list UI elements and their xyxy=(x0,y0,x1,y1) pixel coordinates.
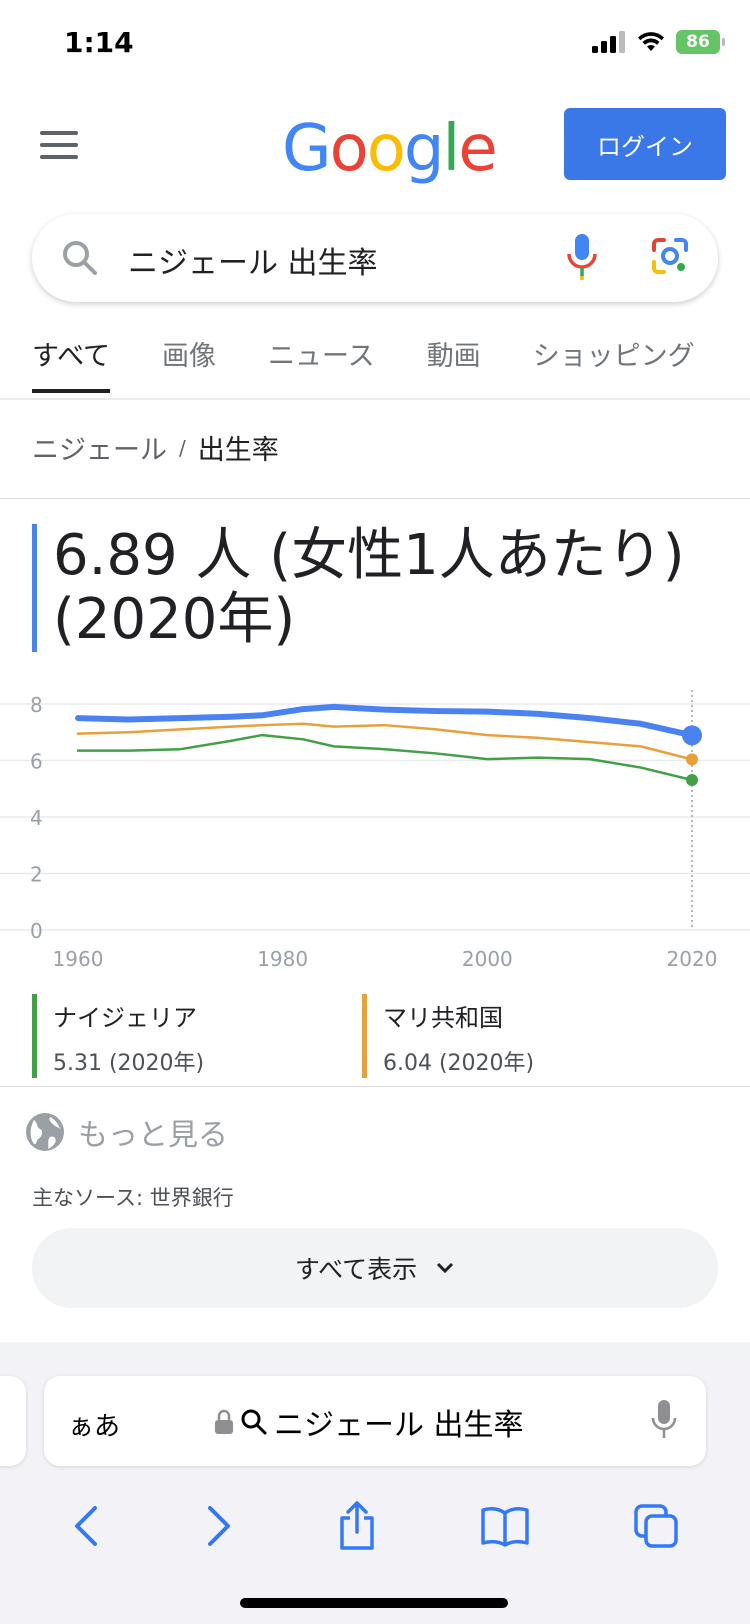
x-tick-label: 2000 xyxy=(462,947,513,971)
url-field[interactable]: ニジェール 出生率 xyxy=(214,1400,524,1444)
tabs-divider xyxy=(0,398,750,400)
legend-item-mali[interactable]: マリ共和国 6.04 (2020年) xyxy=(362,994,692,1078)
divider-strip xyxy=(0,1342,750,1356)
breadcrumb-topic: 出生率 xyxy=(197,435,279,466)
tabs-icon[interactable] xyxy=(633,1503,679,1549)
header: Google ログイン xyxy=(0,100,750,190)
url-text: ニジェール 出生率 xyxy=(274,1408,524,1443)
previous-tab[interactable] xyxy=(0,1376,26,1466)
cellular-signal-icon xyxy=(592,31,625,53)
microphone-icon[interactable] xyxy=(566,232,598,282)
address-bar[interactable]: ぁあ ニジェール 出生率 xyxy=(44,1376,706,1466)
more-label: もっと見る xyxy=(78,1118,228,1153)
safari-bottom-bar: ぁあ ニジェール 出生率 xyxy=(0,1356,750,1624)
bookmarks-icon[interactable] xyxy=(480,1505,530,1547)
back-icon[interactable] xyxy=(71,1504,101,1548)
y-tick-label: 8 xyxy=(30,693,43,717)
legend-name: ナイジェリア xyxy=(53,1004,197,1032)
status-icons: 86 xyxy=(592,30,725,54)
series-end-point xyxy=(686,773,698,786)
menu-icon[interactable] xyxy=(40,131,78,159)
y-tick-label: 2 xyxy=(30,863,43,887)
tab-shopping[interactable]: ショッピング xyxy=(532,341,695,372)
search-icon[interactable] xyxy=(60,238,100,278)
lock-icon xyxy=(215,1409,233,1434)
forward-icon[interactable] xyxy=(204,1504,234,1548)
source-text: 主なソース: 世界銀行 xyxy=(32,1186,234,1210)
search-tabs: すべて 画像 ニュース 動画 ショッピング xyxy=(32,334,747,393)
breadcrumb-country[interactable]: ニジェール xyxy=(32,435,167,466)
microphone-icon[interactable] xyxy=(650,1398,678,1442)
breadcrumb: ニジェール / 出生率 xyxy=(32,428,279,467)
login-button[interactable]: ログイン xyxy=(564,108,726,180)
more-button[interactable]: もっと見る xyxy=(24,1110,228,1154)
series-end-point xyxy=(682,725,702,746)
show-all-button[interactable]: すべて表示 xyxy=(32,1228,718,1308)
legend-value: 5.31 (2020年) xyxy=(53,1051,205,1076)
series-line xyxy=(75,703,695,739)
google-logo[interactable]: Google xyxy=(282,112,498,186)
series-end-point xyxy=(686,753,698,766)
series-line xyxy=(76,733,694,782)
chart-legend: ナイジェリア 5.31 (2020年) マリ共和国 6.04 (2020年) xyxy=(32,994,722,1078)
google-lens-icon[interactable] xyxy=(650,236,690,276)
home-indicator xyxy=(240,1598,508,1608)
globe-icon xyxy=(26,1113,64,1151)
show-all-label: すべて表示 xyxy=(294,1256,418,1284)
legend-name: マリ共和国 xyxy=(383,1004,503,1032)
x-tick-label: 1980 xyxy=(257,947,308,971)
battery-icon: 86 xyxy=(676,30,725,54)
y-tick-label: 6 xyxy=(30,750,43,774)
legend-value: 6.04 (2020年) xyxy=(383,1051,535,1076)
safari-toolbar xyxy=(0,1486,750,1566)
fertility-rate-chart[interactable]: 0 2 4 6 8 1960 1980 2000 2020 xyxy=(0,680,750,980)
search-input[interactable]: ニジェール 出生率 xyxy=(128,246,378,281)
status-time: 1:14 xyxy=(64,26,134,59)
divider xyxy=(0,1086,750,1087)
divider xyxy=(0,498,750,499)
y-tick-label: 4 xyxy=(30,806,43,830)
fertility-rate-value: 6.89 人 (女性1人あたり) (2020年) xyxy=(53,523,685,652)
tab-videos[interactable]: 動画 xyxy=(426,341,481,372)
x-tick-label: 2020 xyxy=(667,947,718,971)
series-line xyxy=(76,722,694,761)
tab-images[interactable]: 画像 xyxy=(162,341,217,372)
chevron-down-icon xyxy=(437,1262,454,1274)
breadcrumb-separator: / xyxy=(179,435,186,460)
answer-block: 6.89 人 (女性1人あたり) (2020年) xyxy=(32,524,722,652)
tab-news[interactable]: ニュース xyxy=(268,341,375,372)
wifi-icon xyxy=(638,32,664,51)
page-settings-button[interactable]: ぁあ xyxy=(68,1412,121,1442)
y-tick-label: 0 xyxy=(30,919,43,943)
search-icon xyxy=(241,1409,267,1435)
legend-item-nigeria[interactable]: ナイジェリア 5.31 (2020年) xyxy=(32,994,362,1078)
search-box[interactable]: ニジェール 出生率 xyxy=(32,214,718,302)
share-icon[interactable] xyxy=(336,1500,378,1552)
x-tick-label: 1960 xyxy=(53,947,104,971)
status-bar: 1:14 86 xyxy=(0,0,750,90)
tab-all[interactable]: すべて xyxy=(32,334,111,393)
